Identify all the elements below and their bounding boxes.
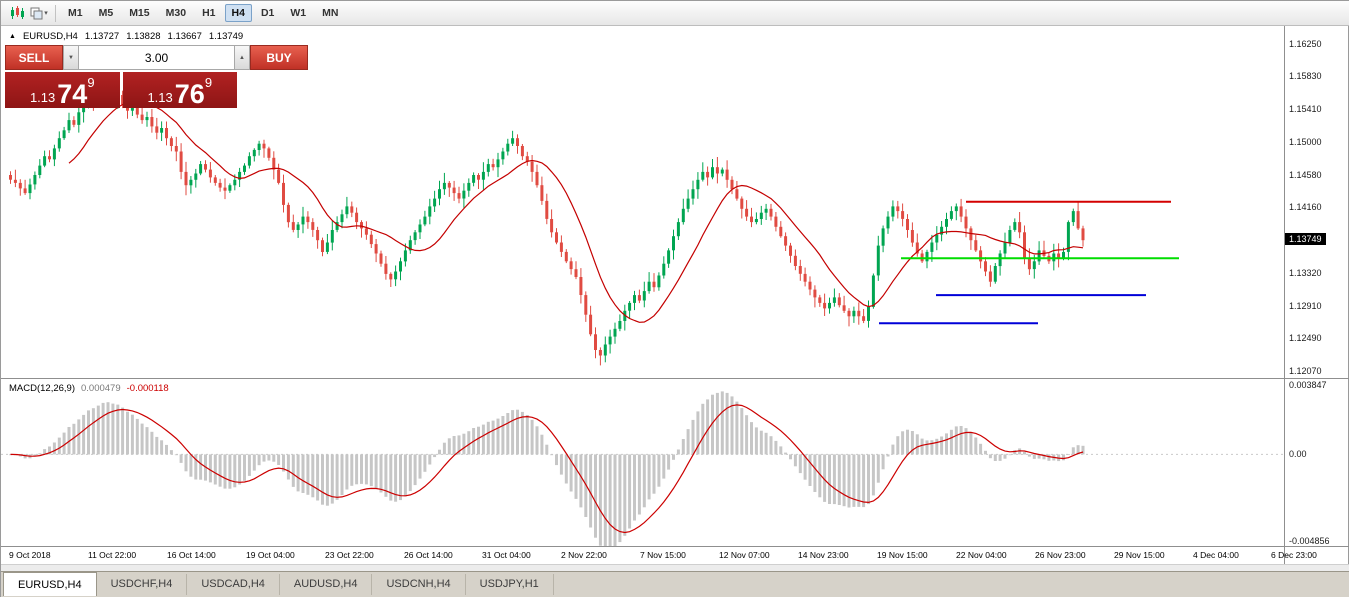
price-axis-divider	[1284, 26, 1285, 564]
time-axis-label: 9 Oct 2018	[9, 550, 51, 560]
timeframe-m1[interactable]: M1	[68, 7, 83, 19]
bid-price-main: 74	[57, 78, 88, 109]
macd-signal-value: -0.000118	[126, 383, 169, 394]
macd-histogram	[9, 391, 1085, 546]
tab-usdcad-h4[interactable]: USDCAD,H4	[187, 574, 280, 595]
time-axis-divider	[1, 546, 1349, 547]
timeframe-d1[interactable]: D1	[260, 7, 275, 19]
timeframe-h1[interactable]: H1	[202, 7, 216, 19]
price-axis-label: 1.14580	[1289, 170, 1322, 180]
time-axis-label: 4 Dec 04:00	[1193, 550, 1239, 560]
tab-eurusd-h4[interactable]: EURUSD,H4	[3, 572, 97, 596]
time-axis-label: 19 Oct 04:00	[246, 550, 295, 560]
pane-divider[interactable]	[1, 378, 1349, 379]
bid-price-panel[interactable]: 1.13 74 9	[5, 72, 120, 108]
macd-indicator-pane[interactable]	[1, 379, 1285, 546]
price-axis-label: 1.14160	[1289, 202, 1322, 212]
time-axis-label: 26 Nov 23:00	[1035, 550, 1086, 560]
time-axis-label: 31 Oct 04:00	[482, 550, 531, 560]
bid-price-prefix: 1.13	[29, 89, 56, 105]
price-axis-label: 1.15830	[1289, 71, 1322, 81]
collapse-widget-icon[interactable]: ▲	[9, 33, 16, 40]
chart-symbol-label: EURUSD,H4	[22, 31, 78, 42]
tab-usdjpy-h1[interactable]: USDJPY,H1	[466, 574, 554, 595]
macd-signal-line	[10, 404, 1084, 534]
ask-price-panel[interactable]: 1.13 76 9	[122, 72, 237, 109]
volume-increase-button[interactable]: ▲	[234, 45, 250, 70]
ask-price-pip: 9	[204, 75, 213, 90]
one-click-trading-widget: SELL ▼ ▲ BUY 1.13 74 9 1.13 76 9	[5, 45, 308, 109]
time-axis-label: 2 Nov 22:00	[561, 550, 607, 560]
time-axis-label: 7 Nov 15:00	[640, 550, 686, 560]
toolbar: ▾ M1 M5 M15 M30 H1 H4 D1 W1 MN	[1, 1, 1349, 26]
timeframe-w1[interactable]: W1	[290, 7, 307, 19]
ohlc-open: 1.13727	[84, 31, 120, 42]
time-axis-label: 29 Nov 15:00	[1114, 550, 1165, 560]
price-axis-label: 1.12490	[1289, 333, 1322, 343]
timeframe-h4[interactable]: H4	[224, 4, 252, 22]
horizontal-scroll-strip[interactable]	[1, 564, 1349, 571]
time-axis-label: 23 Oct 22:00	[325, 550, 374, 560]
volume-decrease-button[interactable]: ▼	[63, 45, 79, 70]
time-axis-label: 11 Oct 22:00	[88, 550, 137, 560]
ma-line	[68, 100, 1084, 323]
tab-audusd-h4[interactable]: AUDUSD,H4	[280, 574, 373, 595]
chart-type-icon[interactable]	[6, 4, 28, 23]
candles	[9, 77, 1085, 366]
price-chart[interactable]	[1, 26, 1285, 379]
toolbar-separator	[55, 4, 56, 22]
ask-price-main: 76	[174, 78, 205, 109]
current-price-badge: 1.13749	[1285, 233, 1326, 245]
chevron-down-icon: ▾	[44, 10, 48, 17]
ohlc-high: 1.13828	[126, 31, 161, 42]
sell-button[interactable]: SELL	[5, 45, 63, 70]
macd-main-value: 0.000479	[81, 383, 121, 394]
buy-button[interactable]: BUY	[250, 45, 308, 70]
tab-usdchf-h4[interactable]: USDCHF,H4	[97, 574, 188, 595]
ohlc-low: 1.13667	[167, 31, 202, 42]
candlestick-glyph	[11, 6, 24, 19]
price-axis-label: 1.16250	[1289, 39, 1322, 49]
timeframe-m30[interactable]: M30	[165, 7, 187, 19]
macd-indicator-label: MACD(12,26,9) 0.000479 -0.000118	[9, 383, 169, 394]
price-axis-label: 1.15410	[1289, 104, 1322, 114]
time-axis-label: 6 Dec 23:00	[1271, 550, 1317, 560]
macd-name: MACD(12,26,9)	[9, 383, 75, 394]
price-axis-label: 1.15000	[1289, 137, 1322, 147]
macd-axis-label: 0.00	[1289, 449, 1307, 459]
timeframe-m15[interactable]: M15	[129, 7, 150, 19]
tab-usdcnh-h4[interactable]: USDCNH,H4	[372, 574, 466, 595]
ask-price-prefix: 1.13	[147, 89, 173, 105]
timeframe-m5[interactable]: M5	[98, 7, 114, 19]
volume-input[interactable]	[79, 45, 234, 70]
price-axis-label: 1.12910	[1289, 301, 1322, 311]
time-axis-label: 12 Nov 07:00	[719, 550, 770, 560]
chart-ohlc-header: ▲ EURUSD,H4 1.13727 1.13828 1.13667 1.13…	[9, 31, 243, 42]
macd-axis-label: 0.003847	[1289, 380, 1327, 390]
price-axis-label: 1.13320	[1289, 268, 1322, 278]
bid-price-pip: 9	[87, 75, 95, 90]
time-axis-label: 22 Nov 04:00	[956, 550, 1007, 560]
timeframe-toolbar: M1 M5 M15 M30 H1 H4 D1 W1 MN	[61, 4, 345, 22]
time-axis-label: 16 Oct 14:00	[167, 550, 216, 560]
time-axis-label: 19 Nov 15:00	[877, 550, 928, 560]
time-axis-label: 14 Nov 23:00	[798, 550, 849, 560]
layout-glyph	[30, 7, 43, 19]
chart-tab-bar: EURUSD,H4 USDCHF,H4 USDCAD,H4 AUDUSD,H4 USDC…	[1, 571, 1349, 597]
ohlc-close: 1.13749	[208, 31, 244, 42]
window-layout-icon[interactable]: ▾	[28, 4, 50, 23]
timeframe-mn[interactable]: MN	[322, 7, 339, 19]
price-axis-label: 1.12070	[1289, 366, 1322, 376]
time-axis-label: 26 Oct 14:00	[404, 550, 453, 560]
macd-axis-label: -0.004856	[1289, 536, 1330, 546]
